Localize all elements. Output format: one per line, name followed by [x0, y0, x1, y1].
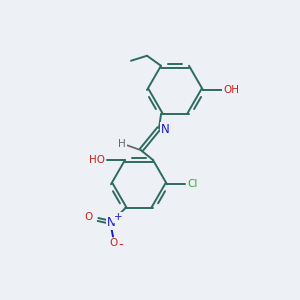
Text: H: H: [118, 139, 126, 149]
Text: Cl: Cl: [188, 179, 198, 189]
Text: HO: HO: [89, 155, 105, 165]
Text: +: +: [114, 212, 122, 223]
Text: O: O: [110, 238, 118, 248]
Text: OH: OH: [223, 85, 239, 95]
Text: -: -: [118, 238, 123, 251]
Text: O: O: [85, 212, 93, 223]
Text: N: N: [160, 123, 169, 136]
Text: N: N: [106, 216, 116, 229]
